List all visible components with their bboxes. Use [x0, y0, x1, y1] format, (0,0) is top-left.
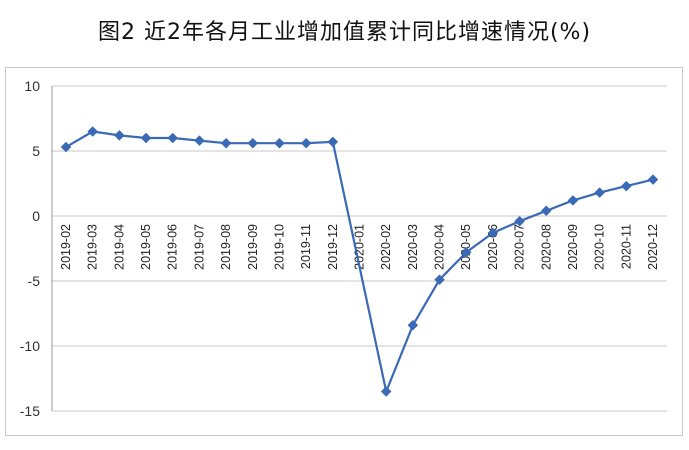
x-tick-label: 2019-10 [272, 224, 286, 270]
y-tick-label: -5 [28, 273, 41, 289]
data-point-marker [594, 187, 605, 198]
chart-frame [5, 67, 683, 436]
data-point-marker [514, 215, 525, 227]
data-point-marker [434, 274, 445, 286]
y-tick-label: 0 [32, 208, 40, 224]
x-tick-label: 2019-04 [112, 224, 126, 270]
x-tick-label: 2020-01 [353, 224, 367, 270]
data-point-marker [487, 227, 499, 239]
chart-title: 图2 近2年各月工业增加值累计同比增速情况(%) [97, 20, 592, 45]
data-point-marker [300, 137, 312, 149]
data-point-marker [140, 132, 152, 144]
x-tick-label: 2019-08 [219, 224, 233, 270]
data-point-marker [194, 135, 205, 146]
data-point-marker [407, 319, 419, 331]
data-point-marker [460, 247, 472, 258]
data-point-marker [167, 132, 179, 144]
y-tick-label: -10 [20, 338, 40, 354]
x-tick-label: 2020-04 [433, 224, 447, 270]
x-tick-label: 2019-07 [192, 224, 206, 270]
x-tick-label: 2020-07 [513, 224, 527, 270]
x-tick-label: 2019-02 [59, 224, 73, 270]
y-tick-label: 5 [32, 143, 40, 159]
data-point-marker [60, 141, 72, 153]
x-tick-label: 2019-06 [166, 224, 180, 270]
x-tick-label: 2020-11 [619, 224, 633, 269]
data-point-marker [380, 386, 392, 397]
data-point-marker [620, 180, 632, 192]
x-tick-label: 2019-11 [299, 224, 313, 269]
data-point-marker [114, 130, 125, 141]
x-tick-label: 2020-05 [459, 224, 473, 270]
data-point-marker [87, 126, 99, 137]
x-tick-label: 2019-03 [86, 224, 100, 270]
data-point-marker [220, 137, 232, 149]
x-tick-label: 2020-08 [539, 224, 553, 270]
data-point-marker [540, 205, 552, 217]
x-tick-label: 2019-12 [326, 224, 340, 270]
x-tick-label: 2020-10 [593, 224, 607, 270]
x-tick-label: 2020-02 [379, 224, 393, 270]
x-tick-label: 2020-03 [406, 224, 420, 270]
data-point-marker [327, 136, 339, 148]
data-point-marker [247, 137, 259, 149]
x-tick-label: 2019-09 [246, 224, 260, 270]
x-tick-label: 2019-05 [139, 224, 153, 270]
y-tick-label: -15 [20, 403, 40, 419]
y-tick-label: 10 [24, 78, 40, 94]
data-point-marker [567, 195, 579, 206]
x-tick-label: 2020-12 [646, 224, 660, 270]
data-point-marker [647, 174, 659, 185]
series-line [65, 130, 654, 393]
x-tick-label: 2020-09 [566, 224, 580, 270]
data-point-marker [274, 137, 285, 149]
